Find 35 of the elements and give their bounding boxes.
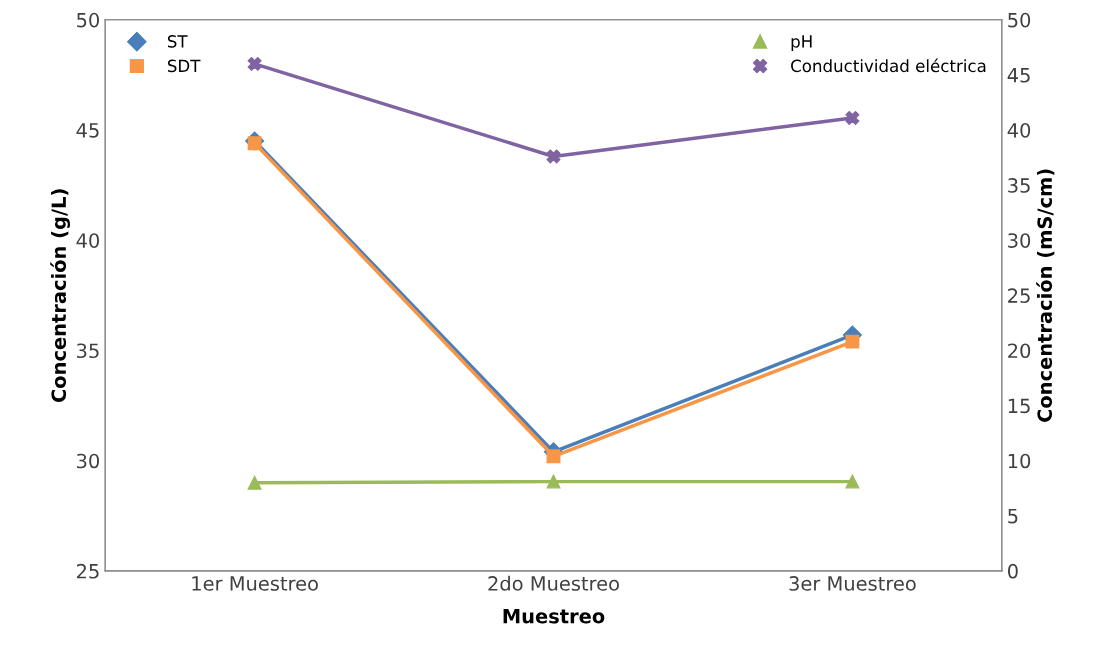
- y2-tick-label: 5: [1008, 509, 1018, 524]
- y2-tick-label: 45: [1007, 68, 1030, 83]
- legend-label: ST: [167, 35, 188, 48]
- y2-tick-label: 35: [1008, 178, 1030, 193]
- x-tick-label: 1er Muestreo: [192, 576, 318, 591]
- legend-label: SDT: [167, 59, 201, 73]
- y-tick-label: 35: [77, 343, 99, 359]
- x-axis-title: Muestreo: [503, 609, 605, 624]
- point: [845, 474, 860, 489]
- point: [546, 449, 561, 464]
- y2-axis-title: Concentración (mS/cm): [1036, 169, 1055, 422]
- y-tick-label: 50: [77, 12, 100, 28]
- x-tick-label: 3er Muestreo: [789, 576, 916, 591]
- point: [845, 334, 860, 349]
- y2-tick-label: 25: [1008, 288, 1030, 304]
- x-tick-label: 2do Muestreo: [488, 575, 619, 591]
- y2-tick-label: 0: [1007, 563, 1018, 579]
- y2-tick-label: 10: [1008, 453, 1031, 469]
- legend-label: Conductividad eléctrica: [791, 58, 986, 73]
- y-axis-title: Concentración (g/L): [50, 189, 71, 403]
- y-tick-label: 30: [77, 453, 100, 469]
- y2-tick-label: 40: [1007, 122, 1031, 138]
- point: [546, 474, 561, 489]
- y2-tick-label: 50: [1008, 12, 1031, 28]
- legend-label: pH: [791, 35, 812, 51]
- y-tick-label: 40: [76, 233, 100, 248]
- point: [247, 56, 262, 71]
- point: [845, 110, 860, 125]
- y2-tick-label: 30: [1008, 233, 1031, 248]
- point: [247, 475, 262, 490]
- y2-tick-label: 15: [1008, 398, 1030, 414]
- point: [546, 149, 561, 164]
- y-tick-label: 45: [76, 123, 99, 138]
- y2-tick-label: 20: [1008, 343, 1031, 359]
- y-tick-label: 25: [76, 563, 99, 579]
